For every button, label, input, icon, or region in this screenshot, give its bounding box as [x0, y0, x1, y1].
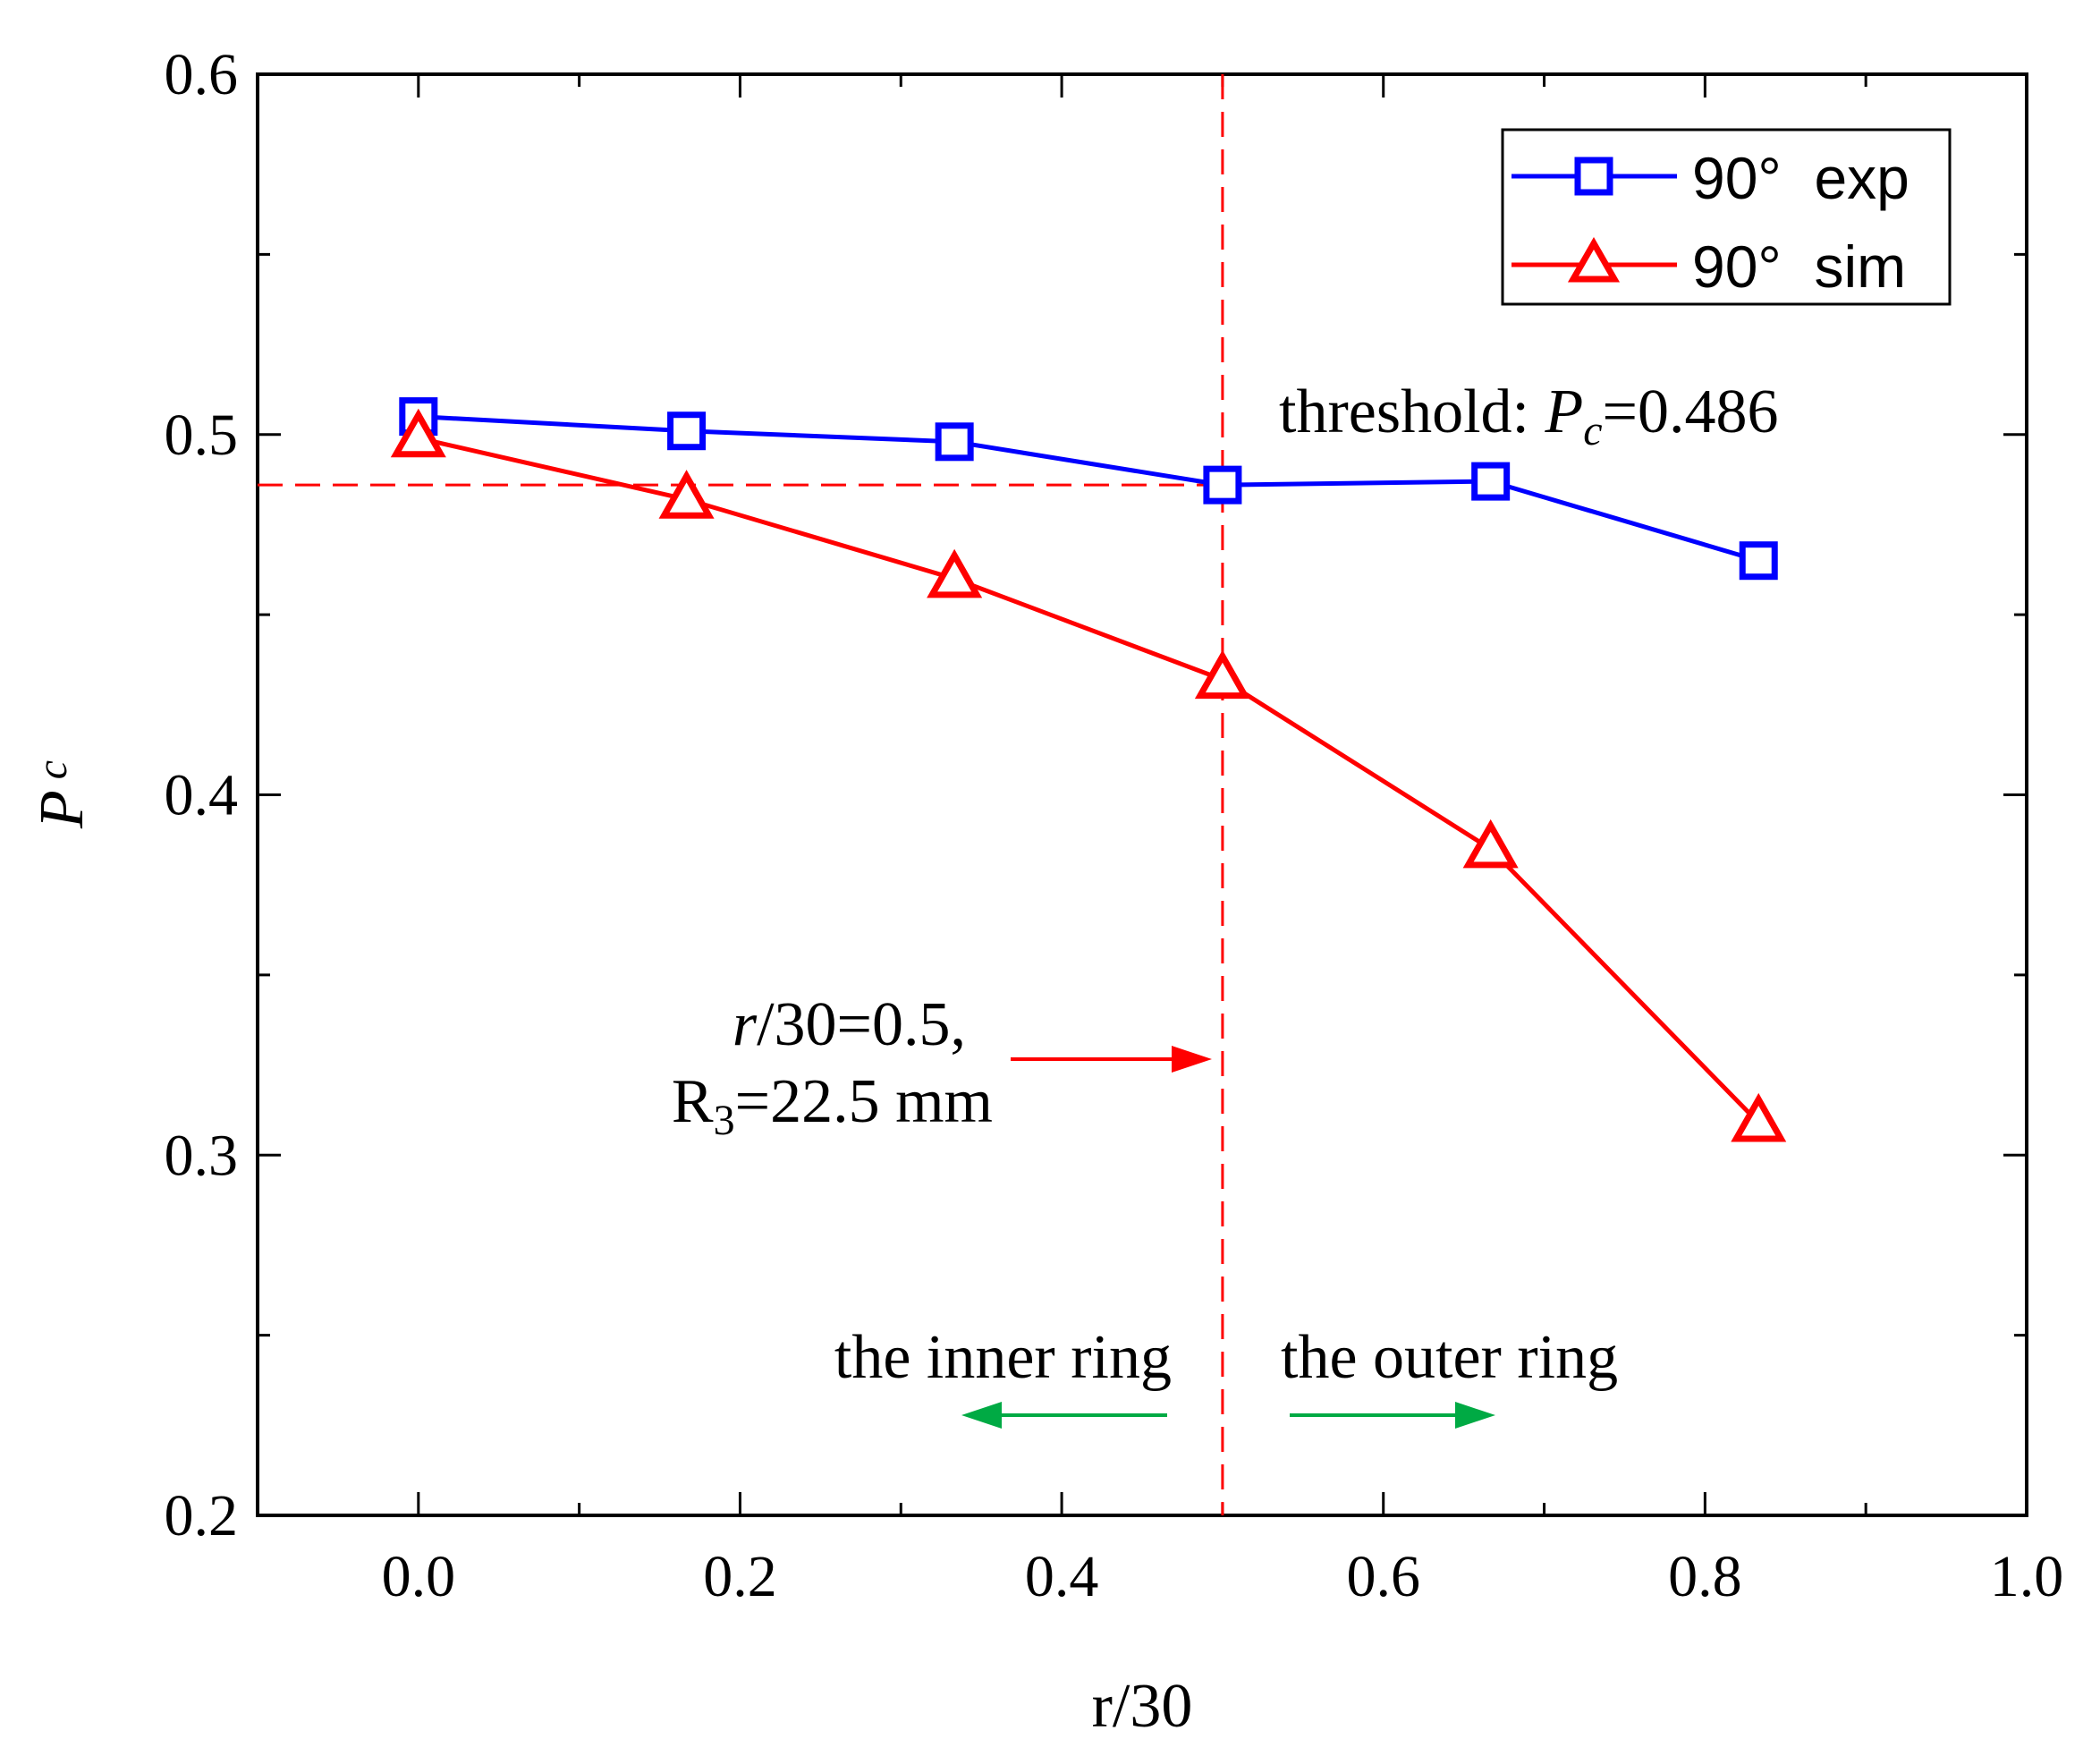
data-point-triangle: [927, 548, 983, 598]
marker-line1-rest: /30=0.5,: [757, 990, 966, 1059]
data-point-square: [667, 411, 707, 451]
data-point-triangle: [1194, 649, 1250, 700]
y-tick-label: 0.3: [165, 1123, 239, 1188]
threshold-sub: c: [1583, 407, 1602, 454]
y-tick-label: 0.5: [165, 403, 239, 468]
x-tick-label: 0.6: [1346, 1544, 1420, 1609]
x-tick-label: 0.2: [703, 1544, 777, 1609]
series-line: [418, 436, 1761, 1124]
y-tick-label: 0.4: [165, 763, 239, 828]
series-line: [418, 414, 1759, 564]
marker-arrow: [1011, 1046, 1212, 1073]
data-point-square: [1203, 465, 1242, 505]
marker-line2-sub: 3: [714, 1097, 735, 1144]
x-tick-label: 0.8: [1668, 1544, 1742, 1609]
y-axis-title-sub: c: [29, 760, 76, 779]
data-point-triangle: [390, 408, 446, 458]
x-axis-title: r/30: [1092, 1672, 1193, 1741]
series-layer: [390, 397, 1787, 1142]
data-point-triangle: [1731, 1092, 1787, 1142]
series-sim: [390, 408, 1787, 1142]
reference-lines: [258, 74, 1224, 1515]
data-point-triangle: [658, 470, 715, 519]
legend-label-sim: 90° sim: [1692, 233, 1906, 300]
y-tick-label: 0.6: [165, 42, 239, 107]
series-exp: [399, 397, 1778, 581]
inner-ring-arrow: [961, 1402, 1167, 1429]
data-point-triangle: [1462, 819, 1519, 869]
marker-line2-rest: =22.5 mm: [735, 1067, 993, 1136]
marker-line1-var: r: [732, 990, 758, 1059]
x-tick-label: 0.0: [382, 1544, 456, 1609]
y-axis-title: Pc: [28, 760, 97, 829]
marker-annotation-line1: r/30=0.5,: [732, 990, 966, 1059]
threshold-var: P: [1544, 377, 1583, 446]
data-point-square: [1471, 462, 1511, 501]
y-axis-title-var: P: [28, 790, 97, 829]
outer-ring-arrow: [1290, 1402, 1495, 1429]
threshold-annotation: threshold: Pc=0.486: [1279, 377, 1779, 454]
axis-tick-labels: 0.0 0.2 0.4 0.6 0.8 1.0 0.2 0.3 0.4 0.5 0.6: [165, 42, 2064, 1609]
legend: 90° exp 90° sim: [1501, 128, 1952, 306]
marker-annotation-line2: R3=22.5 mm: [672, 1067, 993, 1144]
threshold-value: =0.486: [1603, 377, 1779, 446]
legend-entry-sim: 90° sim: [1511, 233, 1906, 300]
x-tick-label: 0.4: [1025, 1544, 1099, 1609]
outer-ring-label: the outer ring: [1281, 1323, 1618, 1392]
data-point-square: [1739, 541, 1778, 581]
inner-ring-label: the inner ring: [834, 1323, 1172, 1392]
x-tick-label: 1.0: [1990, 1544, 2064, 1609]
y-tick-label: 0.2: [165, 1483, 239, 1548]
legend-entry-exp: 90° exp: [1511, 145, 1909, 211]
marker-line2-prefix: R: [672, 1067, 714, 1136]
data-point-square: [935, 422, 974, 462]
threshold-prefix: threshold:: [1279, 377, 1545, 446]
legend-label-exp: 90° exp: [1692, 145, 1909, 211]
